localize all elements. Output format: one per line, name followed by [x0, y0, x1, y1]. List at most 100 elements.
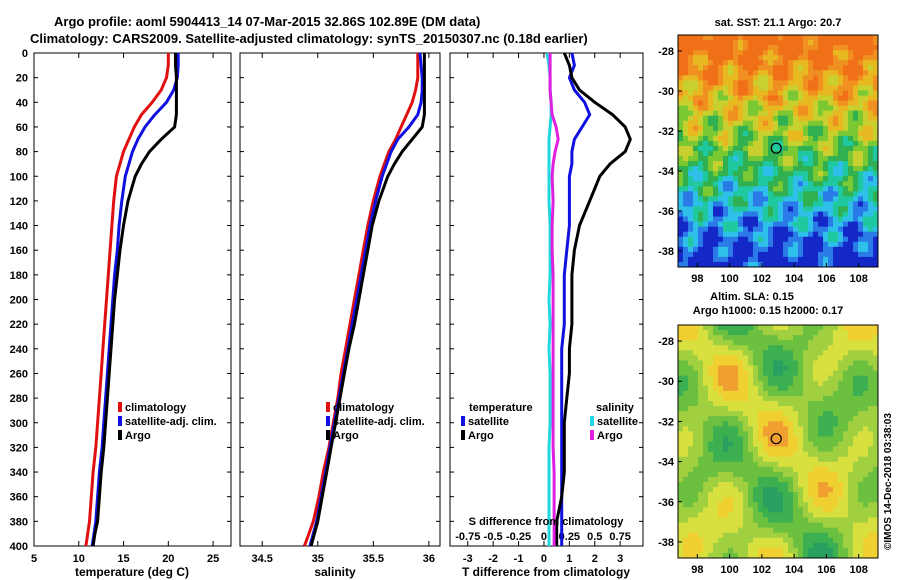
map-cell	[708, 261, 714, 268]
map-cell	[838, 105, 844, 112]
map-cell	[798, 130, 804, 137]
map-cell	[868, 70, 874, 76]
map-cell	[873, 385, 879, 392]
map-cell	[863, 370, 869, 377]
map-cell	[713, 492, 719, 498]
depth-tick-label: 280	[10, 393, 28, 405]
map-cell	[788, 151, 794, 157]
map-cell	[773, 350, 779, 356]
map-cell	[693, 406, 699, 412]
map-cell	[808, 196, 814, 202]
map-cell	[718, 216, 724, 223]
map-cell	[678, 547, 684, 554]
map-cell	[778, 395, 784, 402]
map-cell	[843, 70, 849, 76]
map-cell	[833, 60, 839, 66]
map-cell	[833, 492, 839, 498]
map-cell	[763, 446, 769, 453]
map-cell	[733, 517, 739, 523]
map-cell	[763, 211, 769, 217]
depth-tick-label: 140	[10, 221, 28, 233]
map-cell	[813, 186, 819, 192]
map-cell	[688, 355, 694, 361]
map-cell	[808, 355, 814, 361]
map-cell	[818, 261, 824, 268]
map-cell	[708, 161, 714, 167]
map-cell	[873, 40, 879, 46]
map-cell	[693, 261, 699, 268]
map-cell	[808, 236, 814, 243]
map-cell	[838, 325, 844, 331]
map-cell	[793, 471, 799, 478]
map-cell	[813, 350, 819, 356]
map-cell	[843, 522, 849, 529]
map-cell	[708, 542, 714, 549]
map-cell	[778, 547, 784, 554]
map-cell	[833, 411, 839, 417]
map-cell	[808, 406, 814, 412]
map-cell	[683, 60, 689, 66]
map-cell	[693, 390, 699, 397]
map-cell	[703, 211, 709, 217]
map-cell	[793, 547, 799, 554]
map-cell	[813, 355, 819, 361]
map-cell	[698, 532, 704, 539]
map-cell	[768, 370, 774, 377]
map-cell	[728, 95, 734, 101]
map-cell	[733, 446, 739, 453]
map-cell	[723, 532, 729, 539]
map-cell	[868, 176, 874, 182]
map-cell	[813, 261, 819, 268]
map-cell	[803, 125, 809, 132]
map-cell	[853, 406, 859, 412]
map-cell	[743, 166, 749, 172]
map-cell	[703, 261, 709, 268]
map-cell	[868, 537, 874, 544]
salinity-legend: climatology satellite-adj. clim. Argo	[326, 402, 425, 442]
map-cell	[688, 171, 694, 177]
map-cell	[858, 431, 864, 437]
map-cell	[868, 350, 874, 356]
map-cell	[743, 145, 749, 152]
map-cell	[688, 45, 694, 51]
map-cell	[718, 181, 724, 187]
map-cell	[793, 135, 799, 142]
map-cell	[858, 487, 864, 493]
map-cell	[803, 241, 809, 248]
map-cell	[708, 115, 714, 122]
map-cell	[838, 45, 844, 51]
map-cell	[773, 436, 779, 442]
map-cell	[763, 340, 769, 346]
map-cell	[813, 492, 819, 498]
map-cell	[748, 75, 754, 81]
map-cell	[713, 552, 719, 559]
map-cell	[768, 171, 774, 177]
map-cell	[858, 441, 864, 447]
map-cell	[723, 441, 729, 447]
map-cell	[748, 512, 754, 518]
map-cell	[743, 350, 749, 356]
map-cell	[728, 355, 734, 361]
map-cell	[678, 90, 684, 96]
map-cell	[848, 517, 854, 523]
map-cell	[713, 70, 719, 76]
map-cell	[833, 201, 839, 207]
map-cell	[733, 145, 739, 152]
map-cell	[683, 125, 689, 132]
legend-label-satellite: satellite-adj. clim.	[333, 416, 425, 428]
map-cell	[803, 221, 809, 228]
map-cell	[798, 542, 804, 549]
map-cell	[748, 375, 754, 382]
map-cell	[743, 517, 749, 523]
map-cell	[823, 502, 829, 508]
map-cell	[723, 100, 729, 107]
map-cell	[858, 355, 864, 361]
map-cell	[763, 251, 769, 258]
map-cell	[743, 60, 749, 66]
map-cell	[838, 140, 844, 147]
map-cell	[853, 261, 859, 268]
map-cell	[853, 130, 859, 137]
map-cell	[863, 236, 869, 243]
map-cell	[773, 512, 779, 518]
map-cell	[803, 186, 809, 192]
